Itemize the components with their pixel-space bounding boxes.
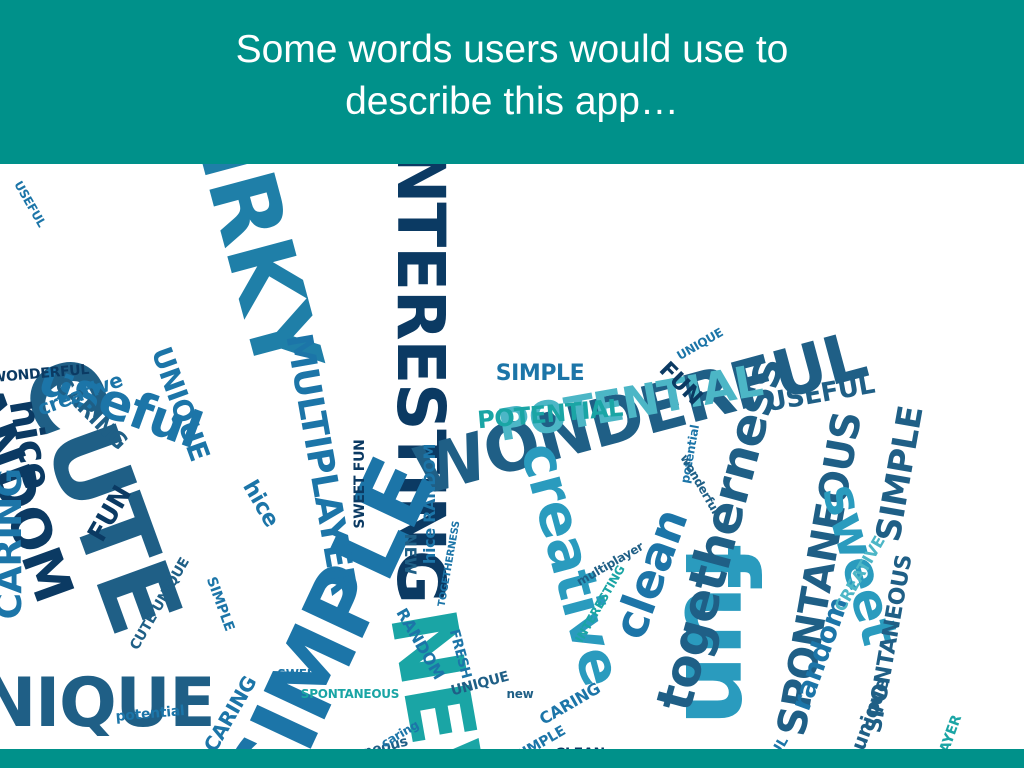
cloud-word: NEW xyxy=(401,533,420,575)
slide-title-line-2: describe this app… xyxy=(345,80,679,123)
cloud-word: UNIQUE xyxy=(0,664,216,743)
cloud-word: SPONTANEOUS xyxy=(300,687,400,701)
cloud-word: USEFUL xyxy=(11,178,49,230)
word-cloud: QUIRKY INTERESTING CUTE SIMPLE WONDERFUL fun N… xyxy=(0,164,1024,749)
slide-title-line-1: Some words users would use to xyxy=(235,28,789,71)
cloud-word: MULTIPLAYER xyxy=(915,713,965,749)
cloud-word: SIMPLE xyxy=(202,574,238,634)
cloud-word: new xyxy=(506,687,534,701)
cloud-word: hice xyxy=(237,476,284,532)
slide-footer-bar xyxy=(0,749,1024,768)
slide-header: Some words users would use to describe t… xyxy=(0,0,1024,164)
cloud-word: USEFUL xyxy=(748,734,791,749)
cloud-word: CARING xyxy=(0,468,30,620)
cloud-word: SIMPLE xyxy=(868,403,932,545)
cloud-word: SWEET xyxy=(277,667,323,681)
cloud-word: hice RANDOM xyxy=(420,443,439,565)
cloud-word: SIMPLE xyxy=(495,361,585,386)
cloud-word: CLEAN xyxy=(555,747,605,749)
cloud-word: SWEET FUN xyxy=(352,439,368,529)
